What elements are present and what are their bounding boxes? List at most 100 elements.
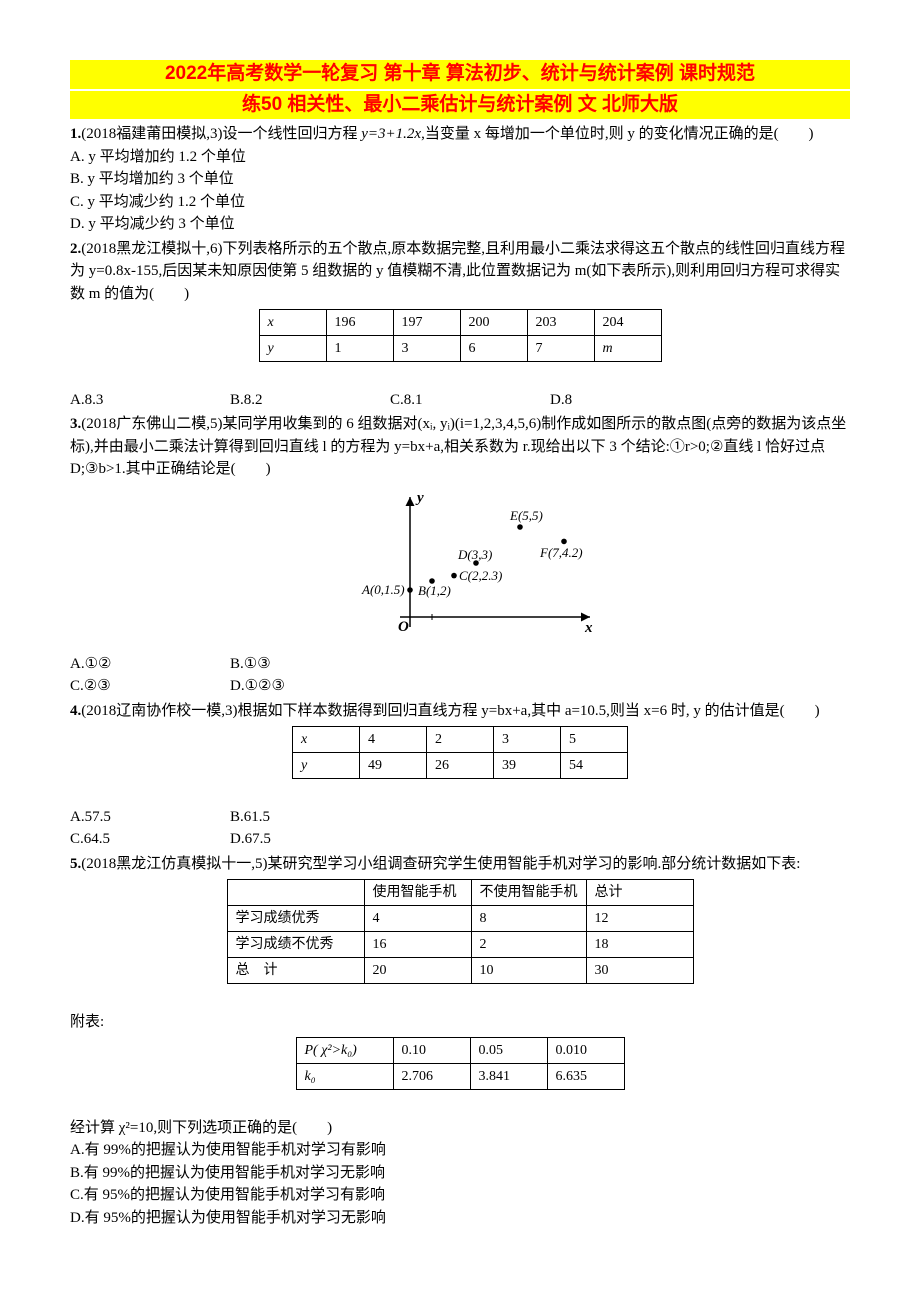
cell: 3.841 bbox=[470, 1064, 547, 1090]
table-row: 总 计 20 10 30 bbox=[227, 958, 693, 984]
q5-opt-b: B.有 99%的把握认为使用智能手机对学习无影响 bbox=[70, 1162, 850, 1185]
cell: 2.706 bbox=[393, 1064, 470, 1090]
cell: 2 bbox=[427, 727, 494, 753]
svg-text:E(5,5): E(5,5) bbox=[509, 508, 543, 523]
table-row: 使用智能手机 不使用智能手机 总计 bbox=[227, 880, 693, 906]
q2-options: A.8.3 B.8.2 C.8.1 D.8 bbox=[70, 389, 850, 412]
cell: 7 bbox=[527, 336, 594, 362]
cell: 总 计 bbox=[227, 958, 364, 984]
question-2: 2.(2018黑龙江模拟十,6)下列表格所示的五个散点,原本数据完整,且利用最小… bbox=[70, 238, 850, 306]
q2-opt-d: D.8 bbox=[550, 389, 710, 412]
cell: 3 bbox=[393, 336, 460, 362]
svg-text:A(0,1.5): A(0,1.5) bbox=[361, 582, 405, 597]
cell: 8 bbox=[471, 906, 586, 932]
cell: 4 bbox=[364, 906, 471, 932]
q3-body: (2018广东佛山二模,5)某同学用收集到的 6 组数据对(xᵢ, yᵢ)(i=… bbox=[70, 416, 846, 477]
scatter-plot-icon: x y O A(0,1.5) B(1,2) C(2,2.3) D(3,3) E(… bbox=[310, 487, 610, 647]
cell: 30 bbox=[586, 958, 693, 984]
cell: 不使用智能手机 bbox=[471, 880, 586, 906]
q4-num: 4. bbox=[70, 703, 81, 719]
doc-title-line1: 2022年高考数学一轮复习 第十章 算法初步、统计与统计案例 课时规范 bbox=[70, 60, 850, 89]
cell: m bbox=[594, 336, 661, 362]
question-3: 3.(2018广东佛山二模,5)某同学用收集到的 6 组数据对(xᵢ, yᵢ)(… bbox=[70, 413, 850, 481]
table-row: P( χ²>k₀) 0.10 0.05 0.010 bbox=[296, 1038, 624, 1064]
table-row: y 49 26 39 54 bbox=[293, 753, 628, 779]
q2-num: 2. bbox=[70, 241, 81, 257]
cell: 5 bbox=[561, 727, 628, 753]
table-row: y 1 3 6 7 m bbox=[259, 336, 661, 362]
cell: 总计 bbox=[586, 880, 693, 906]
question-5: 5.(2018黑龙江仿真模拟十一,5)某研究型学习小组调查研究学生使用智能手机对… bbox=[70, 853, 850, 876]
q1-opt-d: D. y 平均减少约 3 个单位 bbox=[70, 213, 850, 236]
cell: 2 bbox=[471, 932, 586, 958]
q3-opt-b: B.①③ bbox=[230, 653, 390, 676]
q5-attach-label: 附表: bbox=[70, 1011, 850, 1034]
cell: 1 bbox=[326, 336, 393, 362]
q4-opt-a: A.57.5 bbox=[70, 806, 230, 829]
q1-src: (2018福建莆田模拟,3)设一个线性回归方程 bbox=[81, 126, 361, 142]
svg-text:O: O bbox=[398, 619, 409, 635]
cell: 0.010 bbox=[547, 1038, 624, 1064]
svg-text:D(3,3): D(3,3) bbox=[457, 547, 492, 562]
cell: y bbox=[259, 336, 326, 362]
cell: 学习成绩不优秀 bbox=[227, 932, 364, 958]
cell: y bbox=[293, 753, 360, 779]
q4-options-row2: C.64.5 D.67.5 bbox=[70, 828, 850, 851]
q1-opt-a: A. y 平均增加约 1.2 个单位 bbox=[70, 146, 850, 169]
q1-num: 1. bbox=[70, 126, 81, 142]
q1-opt-b: B. y 平均增加约 3 个单位 bbox=[70, 168, 850, 191]
q4-opt-b: B.61.5 bbox=[230, 806, 390, 829]
q2-opt-c: C.8.1 bbox=[390, 389, 550, 412]
cell: 12 bbox=[586, 906, 693, 932]
q2-table: x 196 197 200 203 204 y 1 3 6 7 m bbox=[259, 309, 662, 362]
table-row: 学习成绩优秀 4 8 12 bbox=[227, 906, 693, 932]
svg-text:x: x bbox=[584, 620, 593, 636]
q5-num: 5. bbox=[70, 856, 81, 872]
q1-opt-c: C. y 平均减少约 1.2 个单位 bbox=[70, 191, 850, 214]
q3-num: 3. bbox=[70, 416, 81, 432]
cell: k₀ bbox=[296, 1064, 393, 1090]
svg-text:y: y bbox=[415, 490, 424, 506]
q4-opt-c: C.64.5 bbox=[70, 828, 230, 851]
cell: 197 bbox=[393, 310, 460, 336]
table-row: 学习成绩不优秀 16 2 18 bbox=[227, 932, 693, 958]
cell: 54 bbox=[561, 753, 628, 779]
cell: 204 bbox=[594, 310, 661, 336]
table-row: x 4 2 3 5 bbox=[293, 727, 628, 753]
q3-options-row2: C.②③ D.①②③ bbox=[70, 675, 850, 698]
svg-text:C(2,2.3): C(2,2.3) bbox=[459, 568, 502, 583]
cell: 4 bbox=[360, 727, 427, 753]
q5-table2: P( χ²>k₀) 0.10 0.05 0.010 k₀ 2.706 3.841… bbox=[296, 1037, 625, 1090]
cell: 203 bbox=[527, 310, 594, 336]
q4-table: x 4 2 3 5 y 49 26 39 54 bbox=[292, 726, 628, 779]
q1-tail: ,当变量 x 每增加一个单位时,则 y 的变化情况正确的是( ) bbox=[421, 126, 814, 142]
question-1: 1.(2018福建莆田模拟,3)设一个线性回归方程 y=3+1.2x,当变量 x… bbox=[70, 123, 850, 146]
q5-calc: 经计算 χ²=10,则下列选项正确的是( ) bbox=[70, 1117, 850, 1140]
q3-options-row1: A.①② B.①③ bbox=[70, 653, 850, 676]
cell: 18 bbox=[586, 932, 693, 958]
q2-opt-b: B.8.2 bbox=[230, 389, 390, 412]
cell: P( χ²>k₀) bbox=[296, 1038, 393, 1064]
q2-body: (2018黑龙江模拟十,6)下列表格所示的五个散点,原本数据完整,且利用最小二乘… bbox=[70, 241, 845, 302]
q4-options-row1: A.57.5 B.61.5 bbox=[70, 806, 850, 829]
q5-table1: 使用智能手机 不使用智能手机 总计 学习成绩优秀 4 8 12 学习成绩不优秀 … bbox=[227, 879, 694, 984]
q3-scatter-figure: x y O A(0,1.5) B(1,2) C(2,2.3) D(3,3) E(… bbox=[70, 487, 850, 647]
q3-opt-c: C.②③ bbox=[70, 675, 230, 698]
q3-opt-a: A.①② bbox=[70, 653, 230, 676]
q5-opt-d: D.有 95%的把握认为使用智能手机对学习无影响 bbox=[70, 1207, 850, 1230]
cell: 0.10 bbox=[393, 1038, 470, 1064]
cell: 使用智能手机 bbox=[364, 880, 471, 906]
cell: 6 bbox=[460, 336, 527, 362]
cell: 学习成绩优秀 bbox=[227, 906, 364, 932]
svg-text:B(1,2): B(1,2) bbox=[418, 583, 451, 598]
doc-title-line2: 练50 相关性、最小二乘估计与统计案例 文 北师大版 bbox=[70, 91, 850, 120]
cell: 26 bbox=[427, 753, 494, 779]
cell: 3 bbox=[494, 727, 561, 753]
cell: 16 bbox=[364, 932, 471, 958]
q1-eq: y=3+1.2x bbox=[361, 126, 421, 142]
q5-opt-c: C.有 95%的把握认为使用智能手机对学习有影响 bbox=[70, 1184, 850, 1207]
svg-text:F(7,4.2): F(7,4.2) bbox=[539, 545, 583, 560]
cell: 20 bbox=[364, 958, 471, 984]
q5-opt-a: A.有 99%的把握认为使用智能手机对学习有影响 bbox=[70, 1139, 850, 1162]
cell: 200 bbox=[460, 310, 527, 336]
